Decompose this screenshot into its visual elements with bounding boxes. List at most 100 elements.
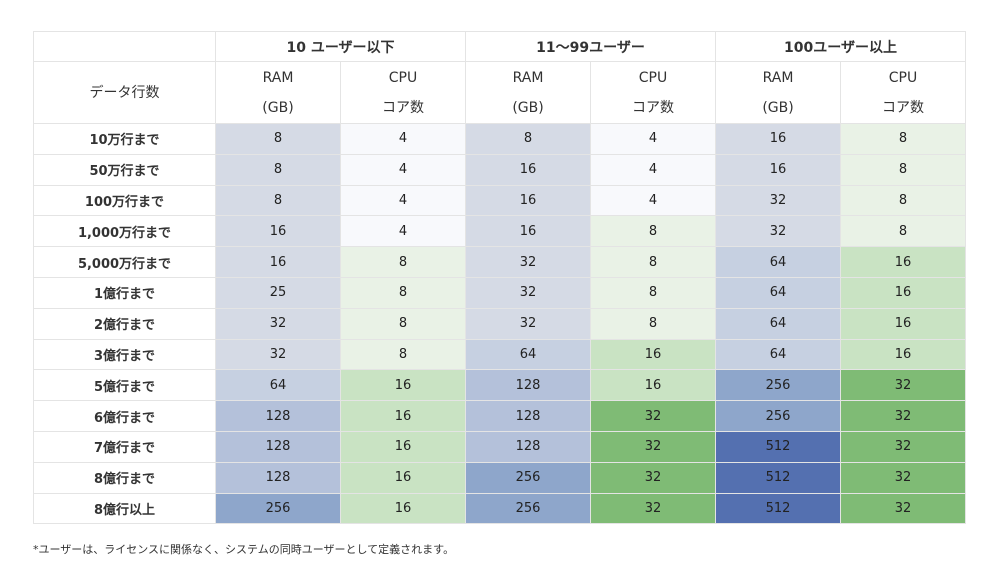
- ram-cell: 64: [715, 246, 842, 278]
- corner-cell: [33, 31, 216, 62]
- table-row: 2億行まで 32 8 32 8 64 16: [33, 307, 967, 340]
- cpu-cell: 4: [590, 153, 717, 186]
- cpu-cell: 32: [590, 430, 717, 463]
- cpu-cell: 8: [339, 307, 467, 340]
- ram-cell: 64: [715, 276, 842, 309]
- ram-cell: 256: [715, 369, 842, 402]
- table-row: 8億行以上 256 16 256 32 512 32: [33, 492, 967, 525]
- cpu-cell: 4: [339, 215, 467, 248]
- cpu-cell: 4: [339, 123, 467, 155]
- cpu-cell: 32: [840, 400, 967, 432]
- ram-cell: 8: [215, 153, 341, 186]
- cpu-cell: 16: [590, 338, 717, 371]
- cpu-cell: 8: [590, 276, 717, 309]
- ram-cell: 32: [715, 215, 842, 248]
- cpu-cell: 8: [590, 246, 717, 278]
- cpu-cell: 32: [590, 400, 717, 432]
- cpu-cell: 16: [840, 338, 967, 371]
- ram-cell: 32: [465, 276, 592, 309]
- group-header-medium: 11～99ユーザー: [465, 31, 717, 62]
- row-label: 5億行まで: [33, 369, 216, 402]
- ram-cell: 128: [465, 369, 592, 402]
- cpu-cell: 8: [590, 307, 717, 340]
- ram-cell: 16: [715, 123, 842, 155]
- row-label: 8億行以上: [33, 492, 216, 525]
- table-row: 1,000万行まで 16 4 16 8 32 8: [33, 215, 967, 248]
- ram-cell: 8: [215, 123, 341, 155]
- cpu-cell: 8: [840, 184, 967, 217]
- ram-cell: 32: [215, 307, 341, 340]
- ram-cell: 64: [715, 338, 842, 371]
- ram-cell: 512: [715, 461, 842, 494]
- table-row: 5,000万行まで 16 8 32 8 64 16: [33, 246, 967, 278]
- cpu-cell: 16: [339, 492, 467, 525]
- group-header-large: 100ユーザー以上: [715, 31, 967, 62]
- ram-cell: 256: [215, 492, 341, 525]
- table-row: 8億行まで 128 16 256 32 512 32: [33, 461, 967, 494]
- ram-unit: (GB): [262, 99, 294, 116]
- ram-cell: 256: [465, 461, 592, 494]
- ram-cell: 64: [215, 369, 341, 402]
- cpu-cell: 16: [840, 276, 967, 309]
- cpu-cell: 32: [840, 492, 967, 525]
- cpu-label: CPU: [638, 69, 668, 86]
- ram-cell: 256: [715, 400, 842, 432]
- table-row: 1億行まで 25 8 32 8 64 16: [33, 276, 967, 309]
- ram-cell: 8: [215, 184, 341, 217]
- row-label: 3億行まで: [33, 338, 216, 371]
- cpu-cell: 4: [339, 153, 467, 186]
- table-row: 7億行まで 128 16 128 32 512 32: [33, 430, 967, 463]
- cpu-label: CPU: [388, 69, 418, 86]
- ram-cell: 32: [465, 307, 592, 340]
- ram-cell: 25: [215, 276, 341, 309]
- table-body: 10万行まで 8 4 8 4 16 8 50万行まで 8 4 16 4 16 8 100万行まで 8 4 16 4 3…: [33, 123, 967, 525]
- row-header-title: データ行数: [33, 61, 216, 124]
- row-label: 100万行まで: [33, 184, 216, 217]
- ram-cell: 128: [465, 430, 592, 463]
- cpu-cell: 32: [840, 430, 967, 463]
- cpu-cell: 16: [840, 307, 967, 340]
- ram-cell: 64: [465, 338, 592, 371]
- ram-cell: 64: [715, 307, 842, 340]
- ram-cell: 256: [465, 492, 592, 525]
- sub-header-cpu: CPU コア数: [840, 61, 967, 124]
- cpu-unit: コア数: [882, 99, 925, 116]
- row-label: 8億行まで: [33, 461, 216, 494]
- table-row: 50万行まで 8 4 16 4 16 8: [33, 153, 967, 186]
- table-row: 3億行まで 32 8 64 16 64 16: [33, 338, 967, 371]
- row-label: 2億行まで: [33, 307, 216, 340]
- footnote: *ユーザーは、ライセンスに関係なく、システムの同時ユーザーとして定義されます。: [33, 543, 455, 556]
- cpu-cell: 4: [590, 184, 717, 217]
- ram-cell: 16: [215, 246, 341, 278]
- sub-header-ram: RAM (GB): [465, 61, 592, 124]
- ram-label: RAM: [512, 69, 544, 86]
- group-header-row: 10 ユーザー以下 11～99ユーザー 100ユーザー以上: [33, 31, 967, 62]
- cpu-cell: 32: [840, 369, 967, 402]
- cpu-cell: 16: [339, 430, 467, 463]
- server-spec-table: 10 ユーザー以下 11～99ユーザー 100ユーザー以上 データ行数 RAM (…: [33, 31, 967, 525]
- cpu-cell: 16: [840, 246, 967, 278]
- cpu-cell: 32: [590, 492, 717, 525]
- ram-cell: 512: [715, 492, 842, 525]
- table-row: 100万行まで 8 4 16 4 32 8: [33, 184, 967, 217]
- ram-unit: (GB): [762, 99, 794, 116]
- sub-header-row: データ行数 RAM (GB) CPU コア数 RAM (GB) CPU コア数 RAM (…: [33, 61, 967, 124]
- cpu-cell: 8: [840, 123, 967, 155]
- cpu-unit: コア数: [632, 99, 675, 116]
- table-row: 5億行まで 64 16 128 16 256 32: [33, 369, 967, 402]
- row-label: 1億行まで: [33, 276, 216, 309]
- sub-header-cpu: CPU コア数: [339, 61, 467, 124]
- ram-cell: 32: [715, 184, 842, 217]
- ram-cell: 16: [715, 153, 842, 186]
- cpu-cell: 8: [840, 215, 967, 248]
- table-row: 6億行まで 128 16 128 32 256 32: [33, 400, 967, 432]
- ram-cell: 128: [215, 461, 341, 494]
- cpu-cell: 16: [339, 461, 467, 494]
- ram-cell: 16: [215, 215, 341, 248]
- cpu-cell: 8: [339, 276, 467, 309]
- cpu-cell: 8: [339, 338, 467, 371]
- row-label: 50万行まで: [33, 153, 216, 186]
- cpu-label: CPU: [888, 69, 918, 86]
- ram-cell: 16: [465, 184, 592, 217]
- ram-cell: 32: [465, 246, 592, 278]
